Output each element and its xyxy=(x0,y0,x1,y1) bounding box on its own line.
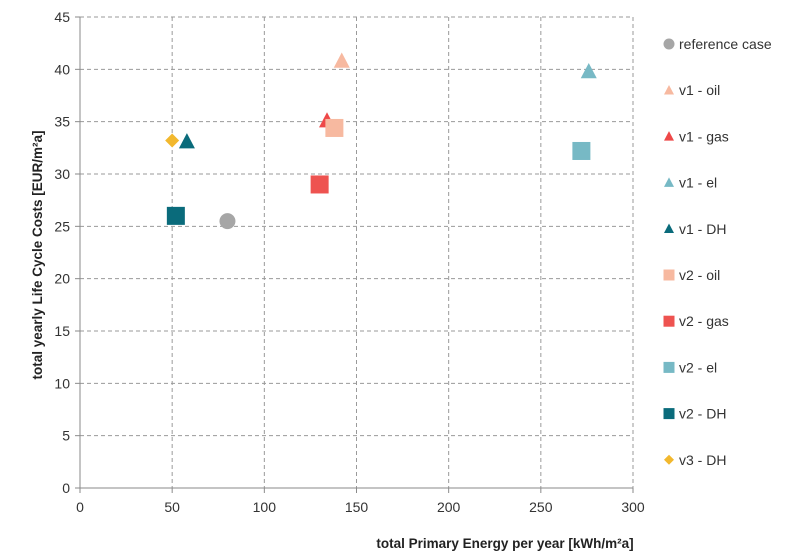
x-tick-label: 150 xyxy=(345,499,369,515)
legend-marker xyxy=(664,362,675,373)
data-points xyxy=(165,53,597,230)
x-tick-label: 200 xyxy=(437,499,461,515)
y-tick-label: 35 xyxy=(54,114,70,130)
legend-label: v1 - oil xyxy=(679,82,720,98)
x-tick-label: 0 xyxy=(76,499,84,515)
y-tick-label: 5 xyxy=(62,428,70,444)
y-tick-label: 20 xyxy=(54,271,70,287)
data-point xyxy=(167,207,185,225)
y-tick-labels: 0 5 10 15 20 25 30 35 40 45 xyxy=(54,9,70,496)
x-tick-label: 100 xyxy=(253,499,277,515)
legend-label: v3 - DH xyxy=(679,452,726,468)
data-point xyxy=(179,133,195,148)
data-point xyxy=(581,63,597,78)
legend-marker xyxy=(664,224,674,234)
x-tick-labels: 0 50 100 150 200 250 300 xyxy=(76,499,645,515)
legend: reference case v1 - oil v1 - gas v1 - el v1 … xyxy=(664,36,772,468)
legend-marker xyxy=(664,85,674,95)
legend-marker xyxy=(664,408,675,419)
y-tick-label: 15 xyxy=(54,323,70,339)
legend-marker xyxy=(664,455,674,465)
y-tick-label: 10 xyxy=(54,375,70,391)
legend-label: v1 - el xyxy=(679,175,717,191)
legend-label: v2 - gas xyxy=(679,313,729,329)
data-point xyxy=(165,134,179,148)
legend-label: v1 - DH xyxy=(679,221,726,237)
legend-marker xyxy=(664,177,674,187)
y-axis-title: total yearly Life Cycle Costs [EUR/m²a] xyxy=(30,130,45,379)
legend-label: v2 - el xyxy=(679,359,717,375)
y-tick-label: 45 xyxy=(54,9,70,25)
data-point xyxy=(325,119,343,137)
legend-marker xyxy=(664,131,674,141)
legend-label: v2 - DH xyxy=(679,406,726,422)
x-tick-label: 300 xyxy=(621,499,645,515)
y-tick-label: 25 xyxy=(54,218,70,234)
y-tick-label: 40 xyxy=(54,61,70,77)
legend-label: v2 - oil xyxy=(679,267,720,283)
legend-marker xyxy=(664,270,675,281)
legend-marker xyxy=(664,316,675,327)
y-tick-label: 30 xyxy=(54,166,70,182)
data-point xyxy=(219,213,235,229)
y-tick-label: 0 xyxy=(62,480,70,496)
axes xyxy=(75,17,633,493)
data-point xyxy=(311,175,329,193)
x-axis-title: total Primary Energy per year [kWh/m²a] xyxy=(376,536,633,551)
data-point xyxy=(334,53,350,68)
x-tick-label: 50 xyxy=(164,499,180,515)
legend-label: v1 - gas xyxy=(679,128,729,144)
legend-marker xyxy=(664,39,675,50)
x-tick-label: 250 xyxy=(529,499,553,515)
gridlines xyxy=(80,17,633,488)
legend-label: reference case xyxy=(679,36,772,52)
data-point xyxy=(572,142,590,160)
